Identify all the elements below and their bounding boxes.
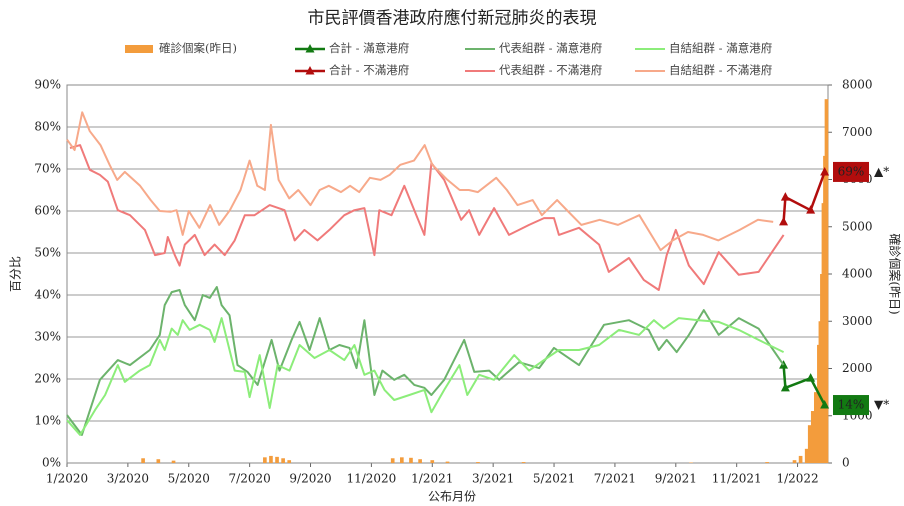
case-bar: [409, 457, 413, 463]
case-bar: [141, 458, 145, 463]
marker: [820, 166, 830, 176]
y2-tick-label: 3000: [842, 314, 873, 328]
series-line: [66, 286, 785, 436]
case-bar: [476, 462, 480, 463]
x-tick-label: 5/2020: [168, 472, 210, 486]
case-bar: [263, 457, 267, 463]
annotation: ▲*: [874, 164, 889, 178]
value-label: 14%: [838, 398, 865, 412]
case-bar: [156, 459, 161, 463]
series-line: [66, 317, 785, 436]
case-bar: [287, 460, 292, 463]
case-bar: [813, 392, 818, 463]
case-bar: [400, 457, 404, 463]
x-tick-label: 11/2020: [346, 472, 396, 486]
legend-label: 自結組群 - 滿意港府: [669, 41, 772, 55]
x-tick-label: 11/2021: [712, 472, 762, 486]
marker: [806, 205, 816, 214]
case-bar: [521, 462, 526, 463]
x-tick-label: 3/2021: [472, 472, 514, 486]
annotation: ▼*: [874, 398, 889, 412]
marker: [806, 373, 816, 382]
x-tick-label: 7/2021: [594, 472, 636, 486]
y2-axis-label: 確診個案(昨日): [888, 233, 903, 314]
y-tick-label: 0%: [42, 456, 61, 470]
marker: [780, 192, 790, 201]
legend-marker: [305, 44, 315, 53]
case-bar: [792, 460, 797, 463]
series-line: [69, 144, 785, 291]
legend-label: 代表組群 - 滿意港府: [499, 41, 602, 55]
case-bar: [418, 459, 422, 463]
y-tick-label: 40%: [34, 288, 61, 302]
series-line: [782, 171, 826, 222]
y-tick-label: 60%: [34, 204, 61, 218]
y2-tick-label: 8000: [842, 78, 873, 92]
x-tick-label: 1/2022: [776, 472, 818, 486]
y2-tick-label: 5000: [842, 219, 873, 233]
x-tick-label: 1/2020: [46, 472, 88, 486]
plot-border: [66, 84, 829, 464]
case-bar: [171, 460, 176, 463]
legend-swatch: [125, 45, 153, 53]
value-label: 69%: [838, 164, 865, 178]
case-bar: [824, 99, 829, 464]
y-tick-label: 30%: [34, 330, 61, 344]
y-tick-label: 50%: [34, 246, 61, 260]
y-tick-label: 10%: [34, 414, 61, 428]
y-tick-label: 90%: [34, 78, 61, 92]
case-bar: [269, 455, 273, 463]
y-tick-label: 20%: [34, 372, 61, 386]
case-bar: [798, 455, 803, 463]
y2-tick-label: 0: [842, 456, 850, 470]
legend-marker: [305, 66, 315, 75]
legend-label: 代表組群 - 不滿港府: [499, 63, 602, 77]
x-axis-label: 公布月份: [428, 490, 476, 504]
legend-label: 確診個案(昨日): [159, 41, 237, 55]
y-tick-label: 70%: [34, 162, 61, 176]
marker: [820, 400, 830, 409]
case-bar: [765, 462, 769, 463]
legend-label: 自結組群 - 不滿港府: [669, 63, 772, 77]
series-line: [66, 111, 774, 252]
case-bar: [807, 425, 812, 463]
x-tick-label: 5/2021: [533, 472, 575, 486]
legend-label: 合計 - 滿意港府: [329, 41, 409, 55]
chart-title: 市民評價香港政府應付新冠肺炎的表現: [308, 8, 597, 29]
value-label-box: [833, 395, 869, 416]
case-bar: [810, 411, 815, 463]
case-bar: [275, 456, 279, 463]
x-tick-label: 3/2020: [107, 472, 149, 486]
x-tick-label: 9/2020: [289, 472, 331, 486]
case-bar: [430, 460, 435, 463]
case-bar: [390, 458, 395, 463]
case-bar: [281, 458, 285, 463]
y2-tick-label: 2000: [842, 361, 873, 375]
y-axis-label: 百分比: [9, 256, 23, 292]
value-label-box: [833, 161, 869, 182]
marker: [780, 382, 790, 392]
x-tick-label: 9/2021: [655, 472, 697, 486]
x-tick-label: 7/2020: [229, 472, 271, 486]
case-bar: [445, 461, 450, 463]
x-tick-label: 1/2021: [411, 472, 453, 486]
y2-tick-label: 4000: [842, 267, 873, 281]
legend-label: 合計 - 不滿港府: [329, 63, 409, 77]
y2-tick-label: 7000: [842, 125, 873, 139]
y-tick-label: 80%: [34, 120, 61, 134]
series-line: [782, 365, 826, 406]
marker: [779, 216, 789, 226]
case-bar: [804, 448, 809, 463]
